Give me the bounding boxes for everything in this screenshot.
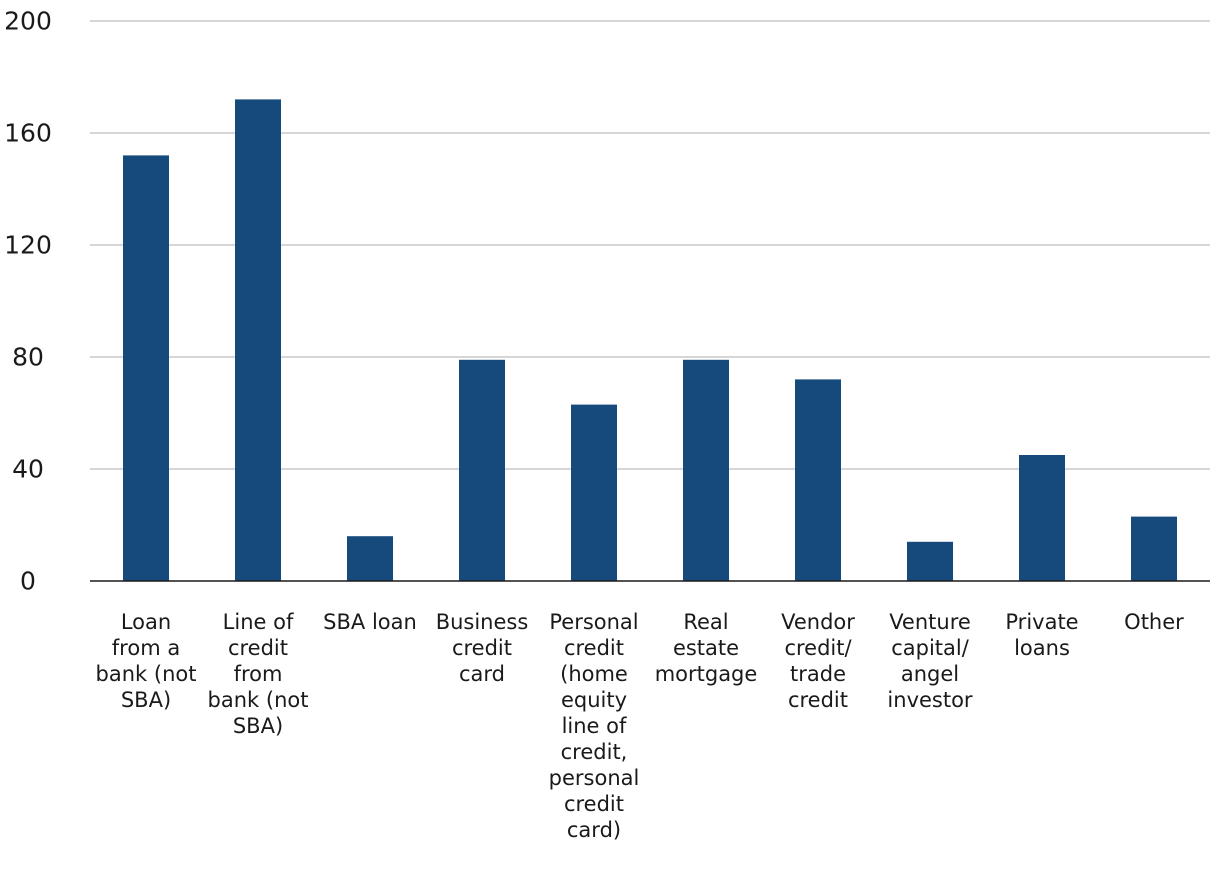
x-category-label: Private loans [1005, 610, 1078, 660]
x-category-label-line: Private [1005, 610, 1078, 634]
bar [235, 99, 281, 582]
x-category-label-line: credit [564, 792, 624, 816]
y-tick-label: 40 [12, 455, 44, 484]
x-category-label: SBA loan [323, 610, 417, 634]
x-category-label-line: Other [1124, 610, 1184, 634]
bar [571, 404, 617, 581]
x-category-label: Vendor credit/trade credit [781, 610, 855, 712]
x-category-label-line: credit [228, 636, 288, 660]
y-axis-tick-labels: 0 40 80 120 160 200 [4, 7, 52, 596]
x-category-label-line: personal [549, 766, 640, 790]
bar [459, 359, 505, 581]
x-category-label: Venture capital/angel investor [887, 610, 973, 712]
bar [907, 541, 953, 581]
bar [683, 359, 729, 581]
x-axis-category-labels: Loan from a bank (not SBA)Line of credit from… [96, 610, 1185, 842]
x-category-label-line: from a [112, 636, 180, 660]
x-category-label: Real estate mortgage [655, 610, 758, 686]
y-tick-label: 80 [12, 343, 44, 372]
x-category-label-line: mortgage [655, 662, 758, 686]
x-category-label-line: Personal [549, 610, 638, 634]
x-category-label-line: loans [1014, 636, 1070, 660]
y-tick-label: 160 [4, 119, 52, 148]
x-category-label-line: line of [562, 714, 627, 738]
x-category-label-line: equity [561, 688, 627, 712]
x-category-label-line: (home [560, 662, 628, 686]
bar [795, 379, 841, 581]
x-category-label-line: SBA loan [323, 610, 417, 634]
x-category-label-line: bank (not [96, 662, 197, 686]
x-category-label-line: estate [673, 636, 739, 660]
x-category-label-line: bank (not [208, 688, 309, 712]
x-category-label-line: Venture [889, 610, 971, 634]
x-category-label: Loan from a bank (not SBA) [96, 610, 197, 712]
x-category-label-line: credit [564, 636, 624, 660]
x-category-label-line: trade [790, 662, 846, 686]
x-category-label-line: credit [788, 688, 848, 712]
bar [1019, 455, 1065, 581]
x-category-label-line: Vendor [781, 610, 855, 634]
x-category-label-line: Loan [121, 610, 171, 634]
x-category-label-line: Business [436, 610, 529, 634]
x-category-label: Personal credit (home equity line of credit, p… [549, 610, 640, 842]
x-category-label-line: card [459, 662, 505, 686]
x-category-label-line: Real [683, 610, 728, 634]
x-category-label-line: from [234, 662, 283, 686]
bar [123, 155, 169, 581]
bar [1131, 516, 1177, 581]
y-tick-label: 120 [4, 231, 52, 260]
x-category-label-line: credit/ [784, 636, 852, 660]
x-category-label: Business credit card [436, 610, 529, 686]
x-category-label-line: Line of [223, 610, 294, 634]
x-category-label: Line of credit from bank (not SBA) [208, 610, 309, 738]
x-category-label-line: card) [567, 818, 621, 842]
y-tick-label: 200 [4, 7, 52, 36]
x-category-label-line: angel [901, 662, 959, 686]
x-category-label-line: SBA) [121, 688, 171, 712]
x-category-label-line: credit [452, 636, 512, 660]
x-category-label-line: credit, [561, 740, 628, 764]
x-category-label-line: investor [887, 688, 973, 712]
x-category-label-line: capital/ [891, 636, 970, 660]
bar [347, 536, 393, 581]
bars [123, 99, 1177, 582]
x-category-label: Other [1124, 610, 1184, 634]
x-category-label-line: SBA) [233, 714, 283, 738]
y-tick-label: 0 [20, 567, 36, 596]
